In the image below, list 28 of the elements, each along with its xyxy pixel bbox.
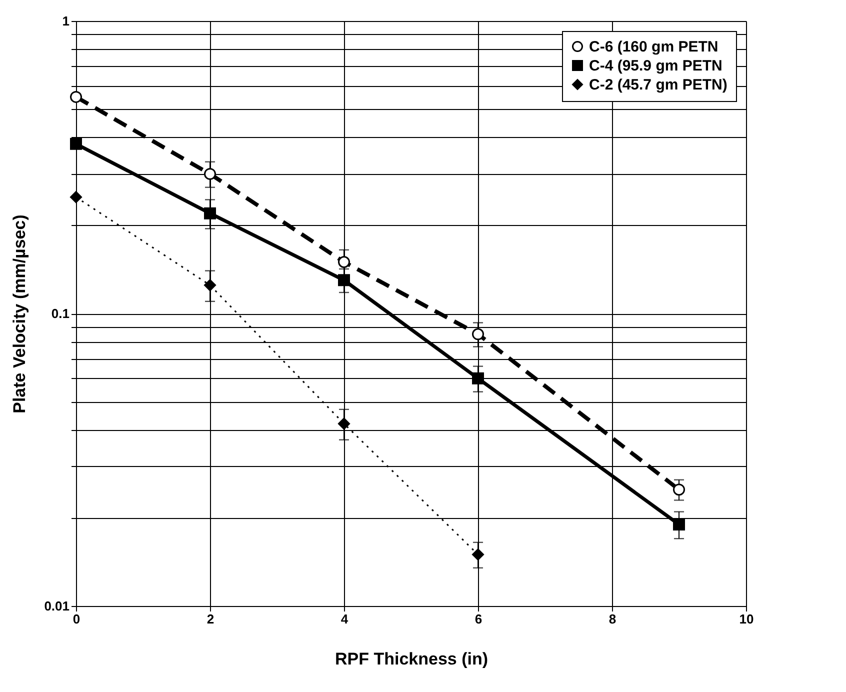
x-axis-title: RPF Thickness (in) (334, 650, 488, 668)
point (472, 548, 484, 560)
point (70, 191, 82, 204)
x-tick-label: 6 (474, 612, 482, 626)
point (70, 138, 82, 150)
point (204, 168, 216, 180)
legend-label: C-2 (45.7 gm PETN) (589, 76, 728, 94)
point (204, 207, 216, 220)
point (338, 274, 350, 286)
point (472, 328, 484, 340)
x-tick-label: 2 (206, 612, 214, 626)
legend-label: C-6 (160 gm PETN (589, 38, 718, 56)
y-tick-label: 0.01 (44, 598, 70, 614)
x-tick-label: 0 (72, 612, 80, 626)
x-tick-label: 4 (340, 612, 349, 626)
point (338, 418, 350, 430)
legend-label: C-4 (95.9 gm PETN (589, 58, 722, 74)
y-axis-title: Plate Velocity (mm/µsec) (10, 214, 30, 414)
y-tick-label: 1 (62, 14, 70, 28)
y-tick-label: 0.1 (51, 306, 70, 321)
point (472, 372, 484, 384)
x-tick-label: 8 (608, 612, 616, 626)
x-tick-label: 10 (739, 612, 754, 626)
point (673, 518, 685, 530)
point (70, 90, 82, 103)
point (673, 484, 685, 496)
point (204, 279, 216, 292)
point (338, 256, 350, 268)
